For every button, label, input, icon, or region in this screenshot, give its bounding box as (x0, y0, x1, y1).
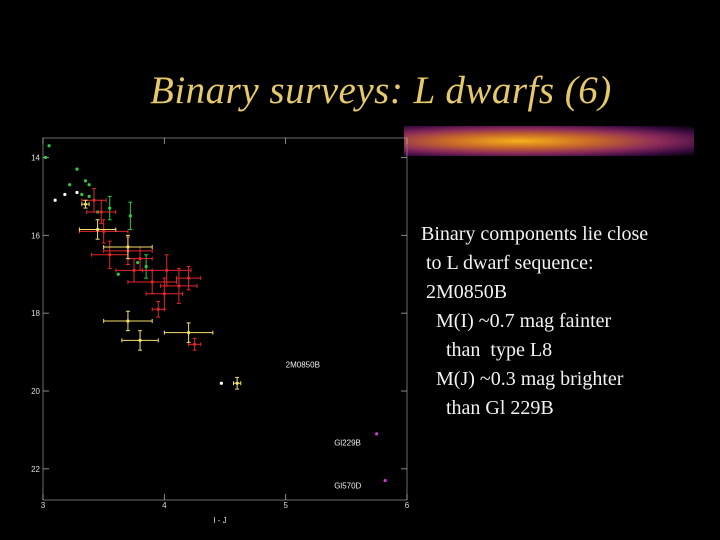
slide-title: Binary surveys: L dwarfs (6) (150, 69, 612, 112)
data-point (219, 381, 223, 385)
data-point (53, 198, 57, 202)
data-point (187, 276, 191, 280)
data-point (96, 227, 100, 232)
data-point (102, 229, 106, 234)
data-point (375, 432, 379, 436)
y-tick-label: 20 (31, 387, 40, 396)
data-point (187, 331, 191, 335)
data-point (99, 210, 103, 214)
body-line-2: to L dwarf sequence: (421, 252, 594, 274)
data-point (138, 257, 142, 261)
x-tick-label: 3 (41, 501, 46, 510)
plot-frame (42, 137, 408, 501)
data-point (92, 198, 96, 202)
data-point (108, 206, 112, 210)
data-point (138, 338, 142, 343)
data-point (126, 245, 130, 249)
data-point (116, 272, 120, 276)
annotation-label: Gl570D (334, 481, 361, 490)
body-line-8: than Gl 229B (421, 397, 554, 419)
y-tick-label: 18 (31, 309, 40, 318)
data-point (150, 280, 154, 284)
x-axis-label: I - J (213, 516, 226, 525)
data-point (47, 144, 51, 148)
data-point (144, 264, 148, 269)
body-line-6: than type L8 (421, 339, 553, 361)
annotation-label: 2M0850B (286, 361, 320, 370)
body-line-1: Binary components lie close (421, 223, 649, 245)
x-tick-label: 4 (162, 501, 167, 510)
data-point (87, 194, 91, 198)
plot-marks (43, 144, 387, 483)
data-point (126, 319, 130, 323)
data-point (136, 260, 140, 265)
data-point (75, 167, 79, 171)
data-point (193, 342, 197, 346)
data-point (383, 478, 387, 483)
data-point (162, 292, 166, 296)
data-point (132, 268, 136, 272)
plot-annotations: 2M0850B Gl229B Gl570D (286, 361, 362, 491)
body-line-4: 2M0850B (421, 281, 508, 303)
slide-body-text: Binary components lie close to L dwarf s… (421, 220, 716, 423)
data-point (87, 183, 91, 187)
data-point (128, 214, 132, 218)
data-point (108, 253, 112, 257)
annotation-label: Gl229B (334, 439, 361, 448)
data-point (80, 192, 84, 197)
title-underline-gradient (404, 126, 694, 156)
data-point (68, 183, 72, 187)
data-point (156, 307, 160, 311)
x-tick-label: 5 (283, 501, 288, 510)
data-point (75, 190, 79, 195)
data-point (235, 381, 239, 385)
body-line-7: M(J) ~0.3 mag brighter (421, 368, 624, 390)
body-line-5: M(I) ~0.7 mag fainter (421, 310, 612, 332)
data-point (83, 202, 88, 206)
data-point (165, 268, 169, 272)
data-point (43, 155, 48, 160)
y-tick-label: 22 (31, 465, 40, 474)
y-tick-label: 16 (31, 231, 40, 240)
y-tick-label: 14 (31, 153, 40, 162)
data-point (63, 192, 67, 197)
data-point (177, 284, 181, 288)
data-point (83, 179, 88, 183)
x-tick-label: 6 (405, 501, 410, 510)
